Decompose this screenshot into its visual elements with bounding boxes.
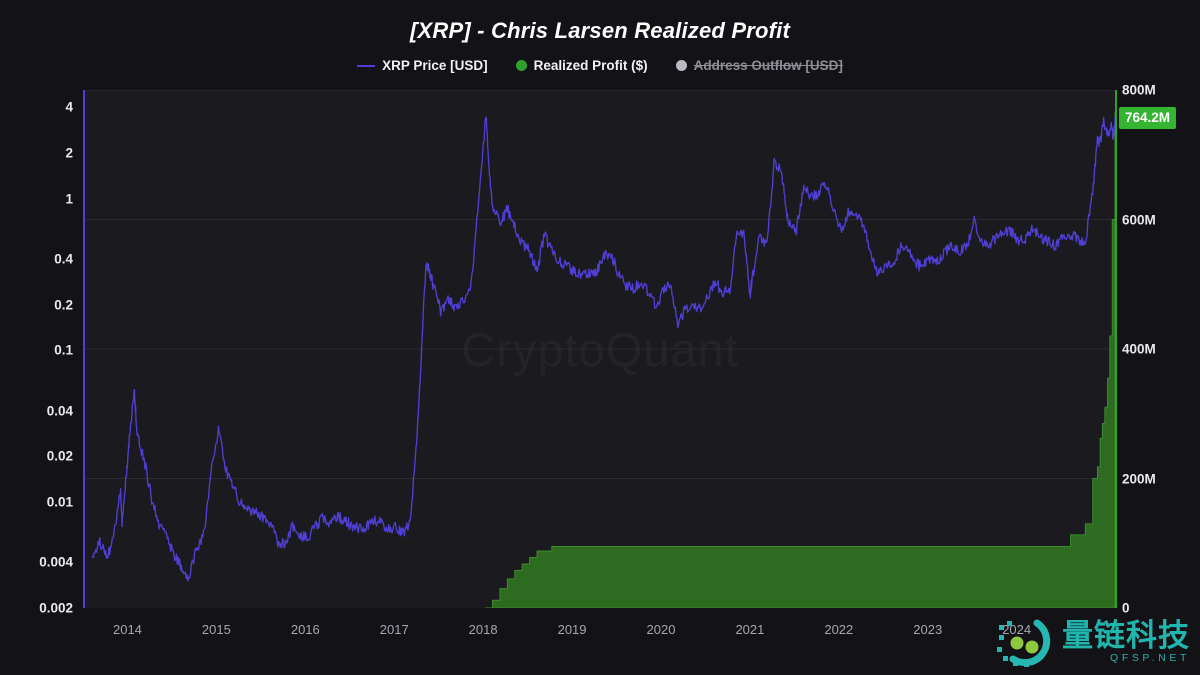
y-axis-left-tick: 0.04 (46, 403, 73, 419)
legend-item-realized-profit[interactable]: Realized Profit ($) (515, 58, 648, 73)
chart-legend: XRP Price [USD] Realized Profit ($) Addr… (0, 58, 1200, 73)
y-axis-right-tick: 800M (1122, 82, 1156, 98)
xrp-price-line (91, 115, 1115, 582)
x-axis-tick: 2020 (646, 622, 676, 637)
y-axis-left-tick: 0.2 (54, 297, 73, 313)
y-axis-left-tick: 0.01 (46, 494, 73, 510)
legend-item-address-outflow[interactable]: Address Outflow [USD] (675, 58, 843, 73)
current-value-badge: 764.2M (1119, 107, 1177, 129)
y-axis-right-tick: 0 (1122, 600, 1130, 616)
legend-label: Address Outflow [USD] (693, 58, 843, 73)
x-axis-tick: 2016 (290, 622, 320, 637)
y-axis-left-tick: 2 (65, 145, 73, 161)
page-title: [XRP] - Chris Larsen Realized Profit (409, 18, 791, 43)
line-icon (357, 64, 376, 67)
x-axis-tick: 2023 (913, 622, 943, 637)
y-axis-right-tick: 400M (1122, 341, 1156, 357)
x-axis-tick: 2018 (468, 622, 498, 637)
y-axis-left-tick: 0.1 (54, 342, 73, 358)
brand-sub: QFSP.NET (1110, 652, 1190, 665)
brand-name: 量链科技 (1062, 617, 1190, 653)
y-axis-right-tick: 200M (1122, 471, 1156, 486)
legend-label: XRP Price [USD] (382, 58, 488, 73)
x-axis-tick: 2017 (379, 622, 409, 637)
y-axis-left-tick: 0.004 (39, 554, 73, 570)
y-axis-right-tick: 600M (1122, 212, 1156, 227)
chart-canvas (85, 90, 1115, 608)
legend-item-xrp-price[interactable]: XRP Price [USD] (357, 58, 488, 73)
brand-logo: 量链科技 QFSP.NET (997, 617, 1190, 667)
realized-profit-area (485, 112, 1115, 608)
x-axis-tick: 2021 (735, 622, 765, 637)
gridlines (85, 90, 1115, 479)
y-axis-left-tick: 1 (65, 191, 73, 207)
y-axis-left-tick: 0.002 (39, 600, 73, 616)
x-axis-tick: 2022 (824, 622, 854, 637)
brand-text: 量链科技 QFSP.NET (1062, 620, 1190, 665)
y-axis-left-tick: 0.02 (46, 448, 73, 464)
y-axis-left-tick: 0.4 (54, 251, 73, 267)
dot-icon (675, 60, 687, 71)
legend-label: Realized Profit ($) (533, 58, 648, 73)
dot-icon (515, 60, 527, 71)
x-axis-tick: 2014 (112, 622, 142, 637)
brand-mark-icon (997, 619, 1051, 667)
plot-area[interactable]: CryptoQuant (83, 90, 1117, 608)
x-axis-tick: 2019 (557, 622, 587, 637)
x-axis-tick: 2015 (201, 622, 231, 637)
y-axis-left-tick: 4 (65, 99, 73, 115)
